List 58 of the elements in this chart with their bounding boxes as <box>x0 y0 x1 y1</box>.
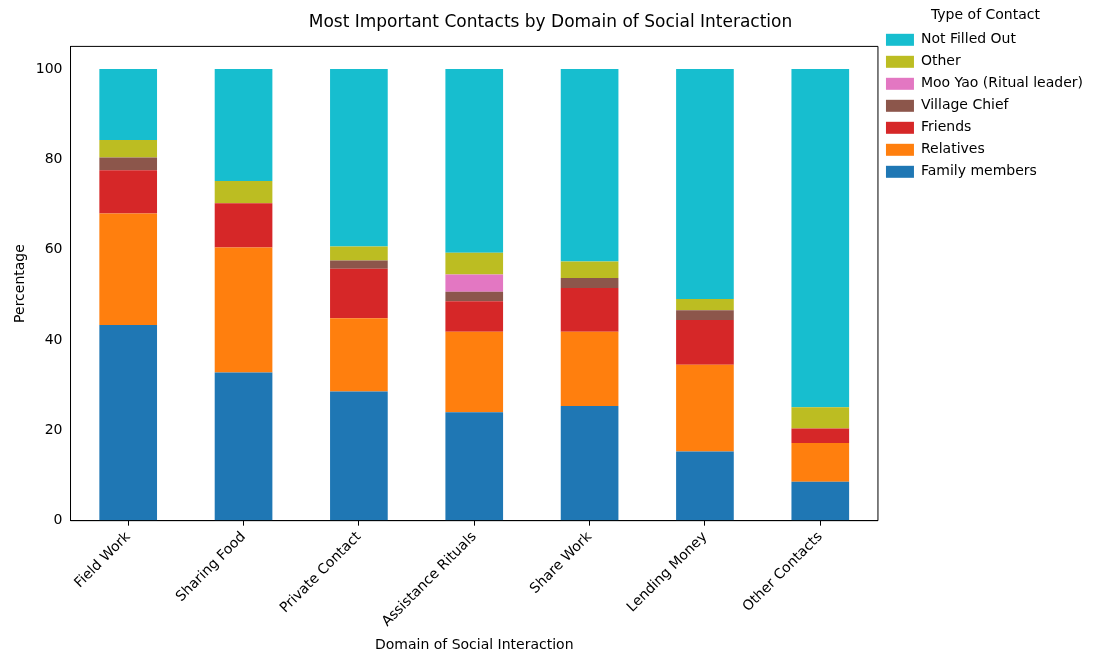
y-tick-label: 40 <box>44 330 63 347</box>
bar <box>99 325 158 521</box>
bar <box>445 68 504 253</box>
y-tick-label: 60 <box>44 240 63 257</box>
bar <box>445 274 504 292</box>
bar <box>791 68 850 408</box>
legend-label: Not Filled Out <box>920 30 1017 47</box>
bar <box>99 213 158 326</box>
legend-label: Village Chief <box>920 96 1010 113</box>
bar <box>676 298 734 311</box>
bar <box>214 203 273 248</box>
y-tick-label: 0 <box>53 511 63 528</box>
bar <box>560 278 619 289</box>
bar <box>99 68 158 140</box>
legend-label: Friends <box>920 118 972 135</box>
legend-title: Type of Contact <box>929 5 1041 22</box>
legend-label: Relatives <box>920 140 985 157</box>
legend-label: Other <box>920 52 961 69</box>
legend-label: Family members <box>920 162 1037 179</box>
bar <box>445 252 504 275</box>
bar <box>791 407 850 429</box>
bar <box>445 331 504 413</box>
y-tick-label: 20 <box>44 420 63 437</box>
x-axis-title: Domain of Social Interaction <box>374 636 574 653</box>
bar <box>791 428 850 443</box>
bar <box>330 391 388 521</box>
bar <box>99 170 158 214</box>
y-tick-label: 80 <box>44 149 63 166</box>
bar <box>99 139 158 158</box>
bar <box>214 372 273 521</box>
bar <box>445 412 504 521</box>
bar <box>676 68 734 299</box>
bar <box>676 320 734 365</box>
legend-label: Moo Yao (Ritual leader) <box>920 74 1084 91</box>
bar <box>330 260 388 269</box>
bar <box>560 68 619 262</box>
bar <box>214 247 273 373</box>
bar <box>445 301 504 332</box>
bar <box>560 288 619 332</box>
bar <box>330 268 388 319</box>
y-axis-title: Percentage <box>11 244 28 323</box>
y-tick-label: 100 <box>35 59 63 76</box>
bar <box>214 181 273 204</box>
chart-title: Most Important Contacts by Domain of Social Interaction <box>308 10 793 31</box>
bar <box>791 442 850 482</box>
bar <box>560 261 619 279</box>
bar <box>99 157 158 171</box>
bar <box>791 481 850 521</box>
bar <box>676 364 734 452</box>
bar <box>214 68 273 181</box>
bar <box>330 68 388 247</box>
bar <box>560 405 619 521</box>
bar <box>676 310 734 321</box>
bar <box>330 318 388 392</box>
bar <box>676 451 734 521</box>
bar <box>560 331 619 406</box>
bar <box>445 291 504 302</box>
bar <box>330 246 388 261</box>
